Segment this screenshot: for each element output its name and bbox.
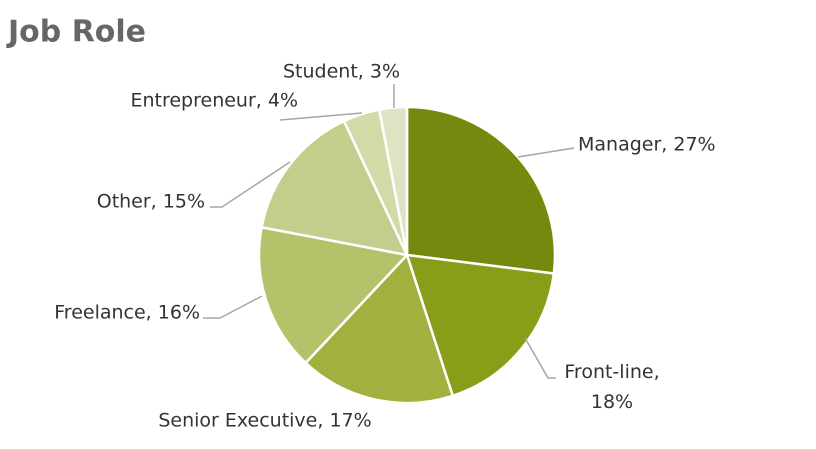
pie-slice [405,253,556,398]
pie-slice [260,119,410,257]
pie-slice [405,105,557,275]
pie-slice [303,252,455,405]
data-label: Freelance, 16% [54,302,200,324]
chart-title: Job Role [6,15,146,50]
data-label: Entrepreneur, 4% [130,90,298,112]
leader-line [203,295,263,319]
data-label: Student, 3% [283,61,400,83]
data-label: Manager, 27% [578,134,716,156]
data-label: Senior Executive, 17% [158,410,371,432]
data-label: Other, 15% [97,191,205,213]
pie-slice [257,225,410,365]
data-label: Front-line, 18% [564,361,659,413]
leader-line [517,147,575,158]
leader-line [524,337,556,379]
leader-line [210,161,291,208]
leader-line [279,112,363,121]
pie-slice [377,105,409,256]
